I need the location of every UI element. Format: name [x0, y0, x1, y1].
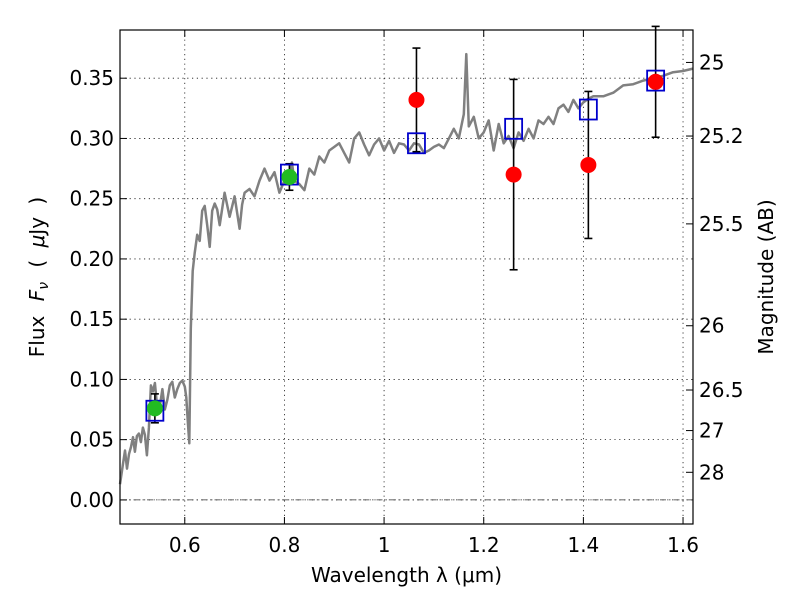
magnitude-tick-label: 25.5	[699, 212, 744, 236]
y-axis-label: Flux Fν ( μJy )	[25, 197, 53, 357]
green-detection-point	[281, 168, 298, 185]
grid-lines	[120, 30, 693, 524]
x-tick-label: 1.6	[667, 533, 699, 557]
right-axis-label: Magnitude (AB)	[754, 199, 778, 354]
model-band-square	[504, 117, 524, 140]
y-tick-label: 0.35	[69, 66, 114, 90]
y-axis-label-unit: Jy	[25, 217, 49, 237]
y-axis-label-unit-symbol: μ	[25, 235, 49, 249]
y-axis-label-subscript: ν	[36, 282, 52, 290]
magnitude-tick-label: 26.5	[699, 378, 744, 402]
y-tick-label: 0.20	[69, 247, 114, 271]
y-axis-label-prefix: Flux	[25, 315, 49, 357]
x-axis-label: Wavelength λ (μm)	[311, 563, 502, 587]
y-tick-label: 0.30	[69, 126, 114, 150]
y-axis-label-open-paren: (	[25, 260, 49, 268]
magnitude-tick-label: 28	[699, 460, 724, 484]
magnitude-tick-label: 26	[699, 314, 724, 338]
x-tick-label: 1.4	[567, 533, 599, 557]
plot-frame	[119, 29, 694, 525]
y-axis-label-symbol: F	[25, 289, 49, 301]
data-layer	[118, 25, 694, 501]
x-tick-label: 1	[378, 533, 391, 557]
y-tick-label: 0.25	[69, 187, 114, 211]
red-photometry-point	[580, 156, 597, 173]
x-tick-label: 0.6	[169, 533, 201, 557]
y-tick-label: 0.05	[69, 428, 114, 452]
magnitude-tick-label: 27	[699, 419, 724, 443]
y-tick-label: 0.15	[69, 307, 114, 331]
red-photometry-point	[408, 91, 425, 108]
magnitude-tick-label: 25	[699, 50, 724, 74]
green-detection-point	[146, 400, 163, 417]
y-tick-label: 0.00	[69, 488, 114, 512]
red-photometry-point	[505, 166, 522, 183]
x-tick-label: 0.8	[269, 533, 301, 557]
magnitude-tick-label: 25.2	[699, 124, 744, 148]
y-tick-label: 0.10	[69, 367, 114, 391]
model-band-square	[407, 132, 426, 155]
axis-ticks: 0.6 0.8 1 1.2 1.4 1.6 0.00 0.05 0.10 0.15 0.20 0.25…	[69, 30, 744, 557]
x-tick-label: 1.2	[468, 533, 500, 557]
model-band-square	[578, 98, 598, 121]
y-axis-label-close-paren: )	[25, 197, 49, 205]
red-photometry-point	[647, 73, 664, 90]
model-band-square	[646, 69, 666, 92]
model-spectrum-line	[118, 52, 694, 485]
